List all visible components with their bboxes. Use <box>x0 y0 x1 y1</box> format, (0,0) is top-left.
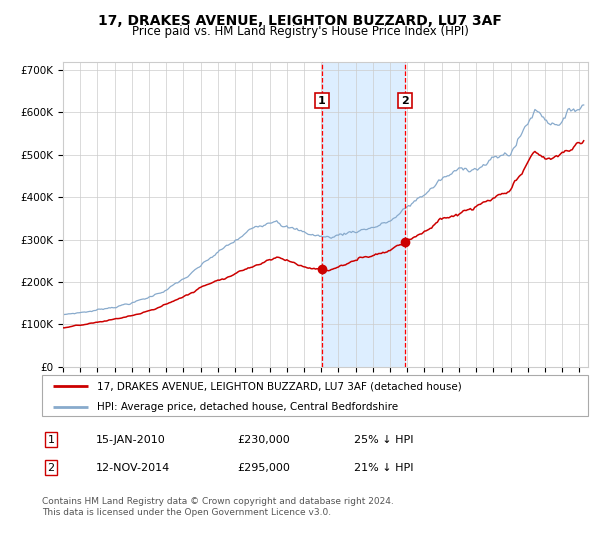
Text: £230,000: £230,000 <box>237 435 290 445</box>
Text: 2: 2 <box>401 96 409 106</box>
Text: HPI: Average price, detached house, Central Bedfordshire: HPI: Average price, detached house, Cent… <box>97 402 398 412</box>
FancyBboxPatch shape <box>42 375 588 416</box>
Text: Price paid vs. HM Land Registry's House Price Index (HPI): Price paid vs. HM Land Registry's House … <box>131 25 469 38</box>
Text: 2: 2 <box>47 463 55 473</box>
Text: 25% ↓ HPI: 25% ↓ HPI <box>354 435 413 445</box>
Text: Contains HM Land Registry data © Crown copyright and database right 2024.: Contains HM Land Registry data © Crown c… <box>42 497 394 506</box>
Text: 21% ↓ HPI: 21% ↓ HPI <box>354 463 413 473</box>
Text: 1: 1 <box>318 96 326 106</box>
Text: 17, DRAKES AVENUE, LEIGHTON BUZZARD, LU7 3AF: 17, DRAKES AVENUE, LEIGHTON BUZZARD, LU7… <box>98 14 502 28</box>
Text: This data is licensed under the Open Government Licence v3.0.: This data is licensed under the Open Gov… <box>42 508 331 517</box>
Text: 15-JAN-2010: 15-JAN-2010 <box>96 435 166 445</box>
Bar <box>322 62 405 367</box>
Text: 17, DRAKES AVENUE, LEIGHTON BUZZARD, LU7 3AF (detached house): 17, DRAKES AVENUE, LEIGHTON BUZZARD, LU7… <box>97 381 461 391</box>
Text: 12-NOV-2014: 12-NOV-2014 <box>96 463 170 473</box>
Text: £295,000: £295,000 <box>237 463 290 473</box>
Text: 1: 1 <box>47 435 55 445</box>
